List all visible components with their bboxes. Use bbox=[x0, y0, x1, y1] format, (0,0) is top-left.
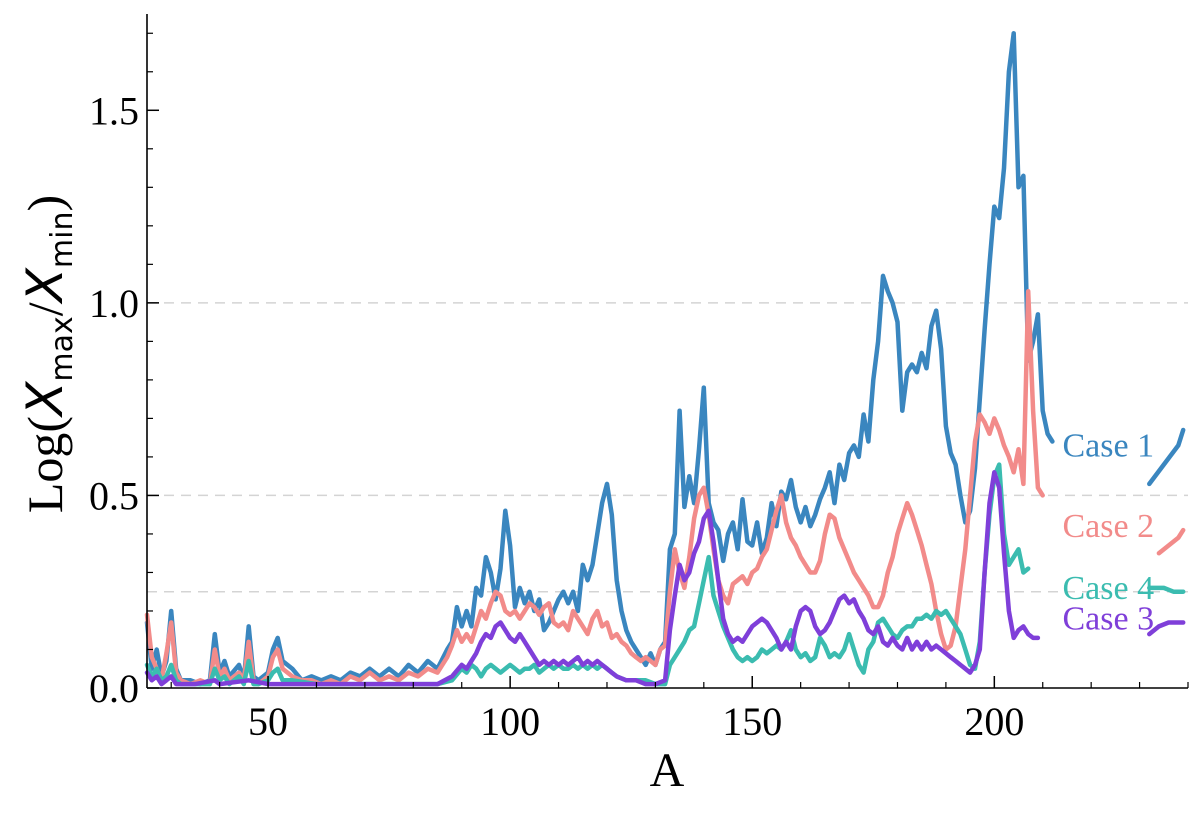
series-line-case-3 bbox=[144, 470, 1041, 687]
ticks: 50 100 150 200 0.0 0.5 1.0 1.5 bbox=[89, 32, 1189, 744]
series-tail-segment bbox=[1147, 427, 1186, 487]
y-tick-label: 0.0 bbox=[89, 666, 139, 711]
series-tail-segment bbox=[1156, 527, 1186, 556]
y-axis-title-prefix: Log( bbox=[17, 416, 73, 513]
series-tail-segment bbox=[1147, 620, 1186, 637]
x-tick-label: 200 bbox=[964, 699, 1024, 744]
axes bbox=[146, 14, 1188, 689]
series-label-case-2: Case 2 bbox=[1063, 508, 1155, 545]
x-tick-label: 100 bbox=[480, 699, 540, 744]
series-label-case-4: Case 4 bbox=[1063, 570, 1155, 607]
y-axis-title-den-sub: min bbox=[45, 212, 80, 269]
series-label-case-3: Case 3 bbox=[1063, 601, 1155, 638]
y-tick-label: 1.0 bbox=[89, 281, 139, 326]
y-axis-title: Log(Xmax/Xmin) bbox=[16, 195, 80, 513]
y-tick-label: 0.5 bbox=[89, 473, 139, 518]
series-tail-segment bbox=[1147, 585, 1186, 594]
series-lines bbox=[144, 31, 1186, 687]
y-axis-title-slash: / bbox=[17, 302, 73, 316]
series-label-case-1: Case 1 bbox=[1063, 427, 1155, 464]
y-axis-title-den: X bbox=[16, 266, 74, 305]
series-line-case-4 bbox=[144, 462, 1031, 687]
y-axis-title-num-sub: max bbox=[45, 316, 80, 381]
y-axis-title-num: X bbox=[16, 380, 74, 419]
x-tick-label: 50 bbox=[248, 699, 288, 744]
gridlines bbox=[147, 302, 1188, 593]
y-axis-title-suffix: ) bbox=[17, 195, 73, 212]
series-line-case-1 bbox=[144, 31, 1055, 687]
x-axis-title: A bbox=[650, 744, 685, 797]
x-tick-label: 150 bbox=[722, 699, 782, 744]
y-tick-label: 1.5 bbox=[89, 88, 139, 133]
